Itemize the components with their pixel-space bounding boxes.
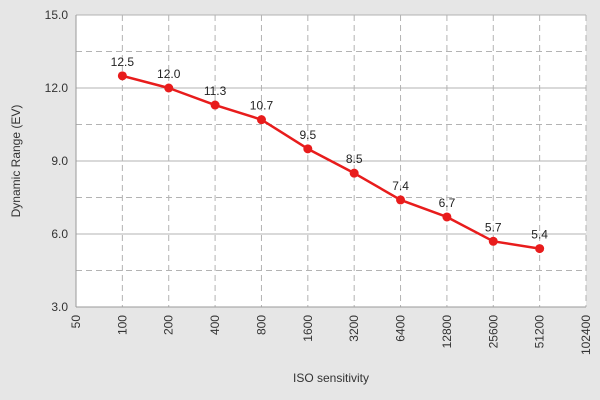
x-tick-label: 102400 (579, 315, 593, 355)
axes (75, 15, 586, 308)
x-tick-label: 800 (254, 315, 268, 335)
data-label: 5.7 (485, 220, 502, 234)
data-point (164, 83, 174, 93)
series (117, 71, 545, 254)
grid (76, 14, 587, 307)
x-tick-label: 12800 (440, 315, 454, 349)
data-label: 12.0 (157, 67, 181, 81)
data-label: 8.5 (346, 152, 363, 166)
x-tick-label: 25600 (486, 315, 500, 349)
x-tick-label: 200 (162, 315, 176, 335)
data-label: 5.4 (531, 228, 548, 242)
data-labels: 12.5 12.0 11.3 10.7 9.5 8.5 7.4 6.7 5.7 5.4 (111, 55, 549, 242)
data-point (488, 236, 498, 246)
data-label: 9.5 (299, 128, 316, 142)
data-label: 12.5 (111, 55, 135, 69)
x-tick-label: 100 (115, 315, 129, 335)
data-point (535, 244, 545, 254)
data-label: 6.7 (439, 196, 456, 210)
data-label: 7.4 (392, 179, 409, 193)
data-point (210, 100, 220, 110)
x-axis-title: ISO sensitivity (293, 371, 369, 385)
x-tick-label: 3200 (347, 315, 361, 342)
data-point (117, 71, 127, 81)
x-tick-label: 400 (208, 315, 222, 335)
data-label: 11.3 (204, 84, 227, 98)
x-tick-label: 50 (69, 315, 83, 329)
data-point (256, 115, 266, 125)
y-tick-label: 15.0 (45, 8, 69, 22)
x-tick-label: 6400 (394, 315, 408, 342)
data-label: 10.7 (250, 99, 274, 113)
y-tick-label: 12.0 (45, 81, 69, 95)
y-tick-label: 9.0 (51, 154, 68, 168)
y-axis-title: Dynamic Range (EV) (9, 105, 23, 218)
series-line (122, 74, 540, 250)
data-point (442, 212, 452, 222)
y-tick-label: 3.0 (51, 300, 68, 314)
x-tick-label: 1600 (301, 315, 315, 342)
data-point (303, 144, 313, 154)
y-tick-label: 6.0 (51, 227, 68, 241)
tick-labels: 3.0 6.0 9.0 12.0 15.0 50 100 200 400 800 1600 3200 6… (45, 8, 593, 355)
data-point (349, 168, 359, 178)
x-tick-label: 51200 (533, 315, 547, 349)
data-point (396, 195, 406, 205)
